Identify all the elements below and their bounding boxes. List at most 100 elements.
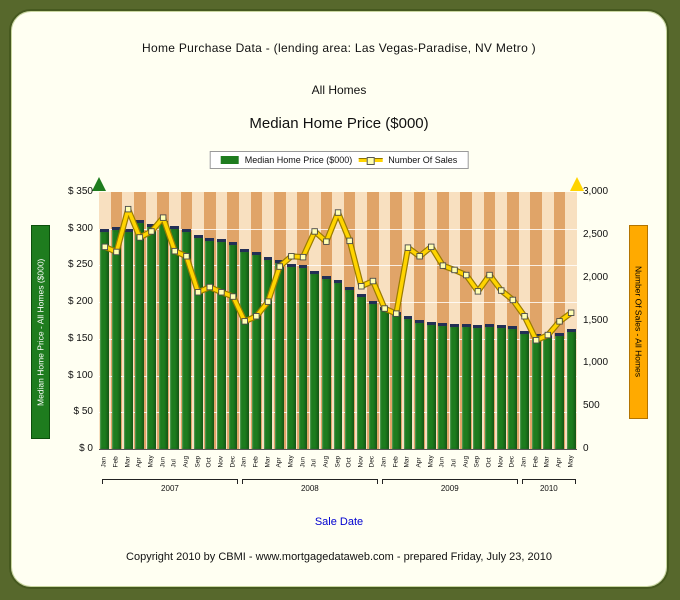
x-axis-month-label: May xyxy=(147,454,155,467)
x-axis-month-label: Jan xyxy=(100,456,108,467)
price-bar xyxy=(100,228,110,449)
right-axis-tick: 1,000 xyxy=(583,357,609,369)
sales-marker xyxy=(311,228,318,235)
price-bar xyxy=(403,316,413,449)
sales-marker xyxy=(509,296,517,304)
price-bar xyxy=(275,260,285,449)
report-title: Home Purchase Data - (lending area: Las … xyxy=(142,41,536,55)
x-axis-month-label: Jan xyxy=(240,456,248,467)
sales-marker xyxy=(253,313,260,320)
price-bar xyxy=(193,234,203,449)
x-axis-month-label: Mar xyxy=(543,455,551,467)
price-bar xyxy=(461,324,471,449)
sales-marker xyxy=(393,310,400,317)
price-bar xyxy=(251,252,261,449)
x-axis-month-label: Feb xyxy=(112,455,120,467)
x-axis-month-label: Mar xyxy=(403,455,411,467)
sales-marker xyxy=(148,228,155,235)
right-axis-labels: 3,000 2,500 2,000 1,500 1,000 500 0 xyxy=(581,186,625,454)
x-axis-month-label: Feb xyxy=(532,455,540,467)
x-axis-month-label: Aug xyxy=(182,455,190,467)
price-bar xyxy=(333,280,343,449)
price-bar xyxy=(566,329,576,449)
right-axis-arrow-icon xyxy=(570,177,584,191)
left-axis-tick: $ 0 xyxy=(79,443,93,454)
price-bar xyxy=(356,294,366,449)
sales-marker xyxy=(428,243,435,251)
price-bar xyxy=(123,228,133,449)
sales-line-chart xyxy=(101,205,575,344)
sales-marker xyxy=(136,234,144,241)
sales-marker xyxy=(532,337,540,344)
sales-marker xyxy=(346,237,353,245)
x-axis-month-label: May xyxy=(287,454,295,467)
x-axis-month-label: Sep xyxy=(194,455,202,467)
price-bar xyxy=(170,225,180,449)
x-axis-month-label: Oct xyxy=(485,456,493,467)
sales-marker xyxy=(358,283,365,290)
x-axis-month-label: Jun xyxy=(438,456,446,467)
price-bar xyxy=(555,332,564,449)
sales-marker xyxy=(486,271,493,279)
year-group: 2008 xyxy=(241,479,378,493)
x-axis-month-label: Sep xyxy=(334,455,341,467)
left-axis-tick: $ 150 xyxy=(67,332,93,344)
sales-marker xyxy=(521,313,528,320)
price-bar xyxy=(345,286,355,449)
price-bar xyxy=(112,227,121,449)
right-axis-tick: 0 xyxy=(583,443,589,454)
price-bar xyxy=(485,324,494,449)
x-axis-month-label: Jun xyxy=(299,456,307,467)
x-axis-month-label: Dec xyxy=(508,455,516,467)
right-axis-tick: 500 xyxy=(583,400,600,412)
sales-marker xyxy=(101,243,109,251)
x-axis-month-label: Jun xyxy=(159,456,167,467)
sales-marker xyxy=(567,309,575,316)
sales-marker xyxy=(299,253,307,261)
x-axis-month-label: Feb xyxy=(392,455,400,467)
x-axis-years: 2007 2008 2009 2010 xyxy=(99,479,577,501)
sales-marker xyxy=(451,266,458,274)
right-axis-title: Number Of Sales - All Homes xyxy=(629,225,648,419)
sales-marker xyxy=(556,318,563,325)
x-axis-month-label: Sep xyxy=(473,455,481,467)
price-bar xyxy=(147,224,156,449)
sales-marker xyxy=(416,253,423,260)
price-bar xyxy=(508,325,518,449)
x-axis-month-label: May xyxy=(567,454,575,467)
price-bar xyxy=(438,323,448,449)
price-bar xyxy=(368,300,378,449)
year-label: 2008 xyxy=(300,484,319,493)
price-bar xyxy=(135,219,145,449)
price-bar xyxy=(240,249,250,449)
x-axis-month-label: Jul xyxy=(450,458,458,467)
sales-marker xyxy=(206,283,213,291)
price-bar xyxy=(298,265,308,449)
price-bar xyxy=(321,275,331,449)
price-bar xyxy=(496,324,506,449)
chart-title: Median Home Price ($000) xyxy=(249,115,429,132)
sales-marker xyxy=(194,289,202,296)
x-axis-month-label: Jan xyxy=(520,456,528,467)
x-axis-month-label: Apr xyxy=(555,456,563,467)
legend-line-swatch-icon xyxy=(358,156,383,165)
right-axis-tick: 2,500 xyxy=(583,228,609,240)
price-bar xyxy=(228,241,238,449)
x-axis-month-label: Nov xyxy=(217,455,225,467)
price-bar xyxy=(426,321,436,449)
copyright-text: Copyright 2010 by CBMI - www.mortgagedat… xyxy=(126,551,552,563)
legend: Median Home Price ($000) Number Of Sales xyxy=(209,151,469,169)
sales-marker xyxy=(276,263,283,270)
x-axis-month-label: May xyxy=(427,454,435,467)
sales-marker xyxy=(474,288,482,295)
price-bar xyxy=(520,330,529,449)
sales-marker xyxy=(288,253,295,260)
price-bar xyxy=(450,324,459,449)
x-axis-months: Jan Feb Mar Apr May Jun Jul Aug Sep Oct Nov Dec Jan F… xyxy=(99,451,577,475)
sales-marker xyxy=(369,277,377,285)
legend-bar-swatch-icon xyxy=(220,156,239,164)
x-axis-month-label: Nov xyxy=(497,455,505,467)
x-axis-month-label: Dec xyxy=(368,455,376,467)
year-label: 2009 xyxy=(440,484,459,493)
